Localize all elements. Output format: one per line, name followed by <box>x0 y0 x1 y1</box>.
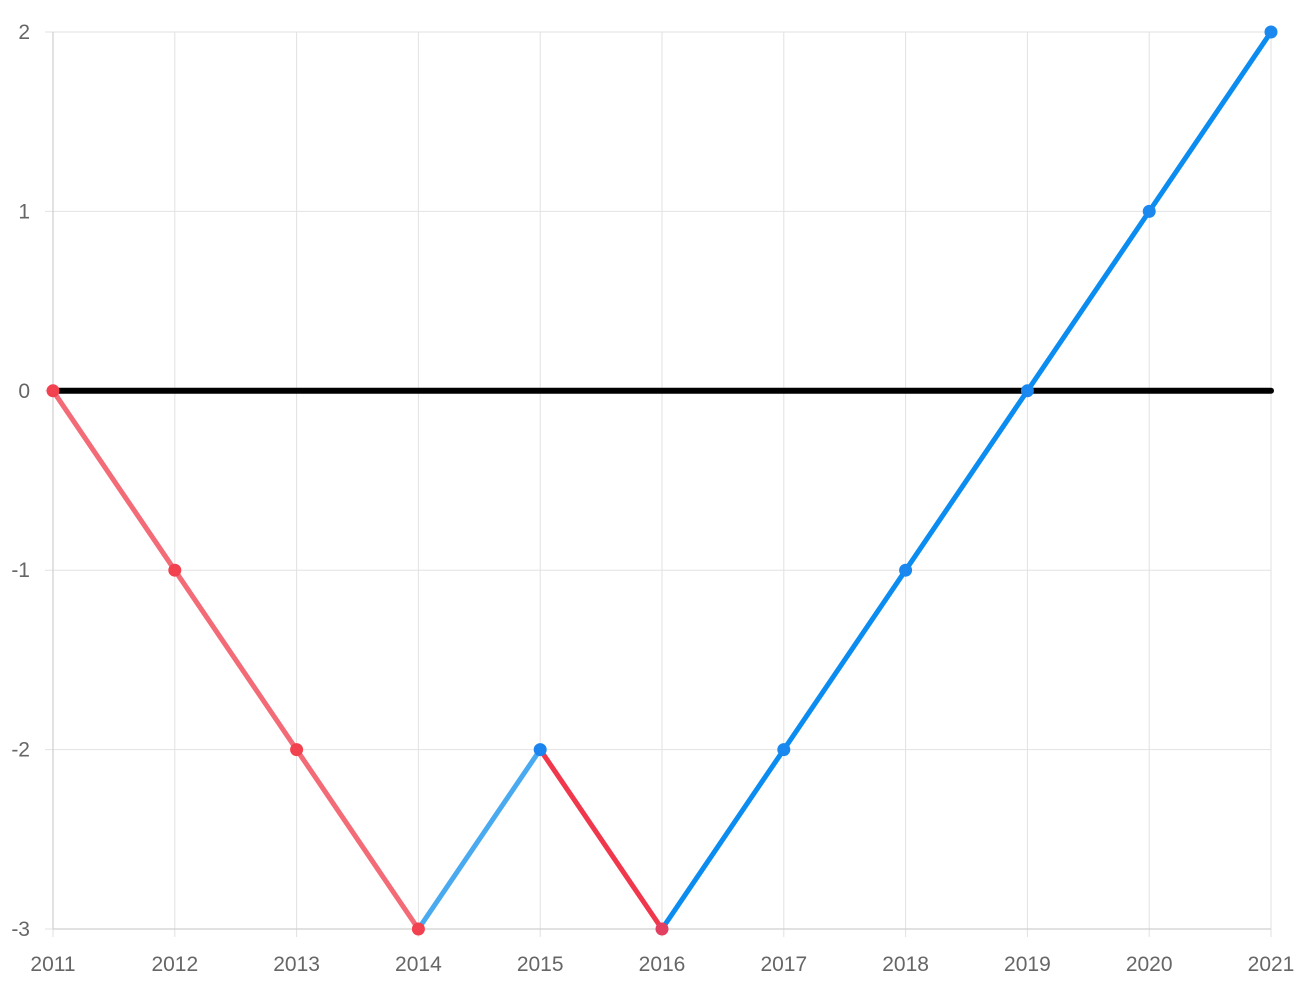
x-tick-label-2017: 2017 <box>760 953 807 976</box>
series-segment-2016-2017 <box>659 747 787 932</box>
y-tick-label-0: 0 <box>18 380 30 403</box>
series-segment-2018-2019 <box>903 388 1030 573</box>
series-segment-2015-2016 <box>537 747 665 932</box>
data-point-2011[interactable] <box>46 384 60 398</box>
series-segment-2011-2012 <box>50 388 178 573</box>
x-tick-label-2021: 2021 <box>1248 953 1295 976</box>
data-point-2016[interactable] <box>655 922 669 936</box>
data-point-2019[interactable] <box>1020 384 1034 398</box>
y-tick-label--3: -3 <box>11 918 30 941</box>
data-point-2017[interactable] <box>777 743 791 757</box>
x-tick-label-2015: 2015 <box>517 953 564 976</box>
data-point-2015[interactable] <box>533 743 547 757</box>
y-tick-label-2: 2 <box>18 21 30 44</box>
series-segment-2017-2018 <box>781 567 909 753</box>
x-tick-label-2018: 2018 <box>882 953 929 976</box>
data-point-2020[interactable] <box>1142 204 1156 218</box>
x-tick-label-2014: 2014 <box>395 953 442 976</box>
points-layer <box>46 25 1278 936</box>
x-tick-label-2016: 2016 <box>639 953 686 976</box>
y-tick-label--1: -1 <box>11 559 30 582</box>
data-point-2018[interactable] <box>899 563 913 577</box>
data-point-2014[interactable] <box>411 922 425 936</box>
x-tick-label-2019: 2019 <box>1004 953 1051 976</box>
data-point-2012[interactable] <box>168 563 182 577</box>
series-layer <box>50 29 1274 932</box>
series-segment-2014-2015 <box>415 747 543 932</box>
y-tick-label-1: 1 <box>18 200 30 223</box>
grid-layer <box>45 31 1272 937</box>
data-point-2013[interactable] <box>290 743 304 757</box>
y-tick-label--2: -2 <box>11 739 30 762</box>
series-segment-2020-2021 <box>1146 29 1274 214</box>
x-tick-label-2020: 2020 <box>1126 953 1173 976</box>
series-segment-2013-2014 <box>294 747 421 932</box>
x-tick-label-2011: 2011 <box>30 953 75 976</box>
y-axis-tick-labels: 2 1 0 -1 -2 -3 <box>11 21 30 941</box>
series-segment-2019-2020 <box>1024 208 1152 394</box>
data-point-2021[interactable] <box>1264 25 1278 39</box>
series-segment-2012-2013 <box>172 567 300 753</box>
x-axis-tick-labels: 2011 2012 2013 2014 2015 2016 2017 2018 2019 2020… <box>30 953 1294 976</box>
x-tick-label-2012: 2012 <box>151 953 198 976</box>
x-tick-label-2013: 2013 <box>273 953 320 976</box>
